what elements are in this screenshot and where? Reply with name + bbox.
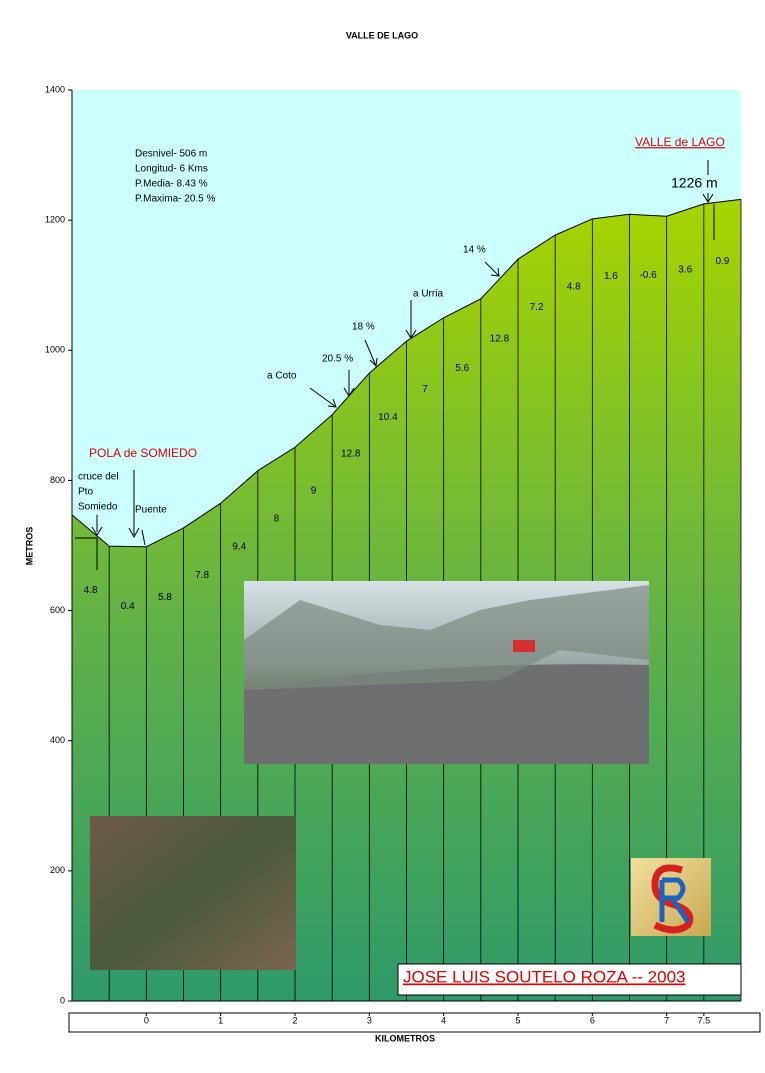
arrow — [128, 470, 146, 546]
annotation: 20.5 % — [322, 354, 353, 365]
x-tick-label: 5 — [515, 1015, 520, 1025]
annotation: Pto — [78, 487, 93, 498]
y-tick-label: 1200 — [45, 215, 65, 225]
gradient-label: 7.2 — [530, 302, 544, 313]
gradient-label: 12.8 — [341, 449, 361, 460]
annotation: 14 % — [463, 245, 486, 256]
annotation: a Urria — [413, 289, 443, 300]
photo-village — [90, 816, 296, 970]
x-tick-label: 1 — [218, 1015, 223, 1025]
x-tick-label: 6 — [590, 1015, 595, 1025]
y-tick-label: 800 — [50, 475, 65, 485]
gradient-label: 10.4 — [378, 412, 398, 423]
annotation: Somiedo — [78, 502, 118, 513]
stat: Desnivel- 506 m — [135, 149, 207, 160]
y-tick-label: 1400 — [45, 84, 65, 94]
y-tick-label: 600 — [50, 605, 65, 615]
author: JOSE LUIS SOUTELO ROZA -- 2003 — [403, 967, 685, 986]
y-tick-label: 400 — [50, 735, 65, 745]
gradient-label: 4.8 — [84, 585, 98, 596]
arrow — [484, 261, 500, 277]
chart-title: VALLE DE LAGO — [346, 30, 418, 40]
gradient-label: 0.4 — [121, 601, 135, 612]
author-box — [397, 963, 742, 996]
x-tick-label: 7.5 — [698, 1015, 711, 1025]
x-tick-label: 3 — [367, 1015, 372, 1025]
gradient-label: -0.6 — [639, 270, 657, 281]
y-tick-label: 0 — [60, 995, 65, 1005]
stat: Longitud- 6 Kms — [135, 164, 208, 175]
gradient-label: 7.8 — [195, 570, 209, 581]
gradient-label: 4.8 — [567, 282, 581, 293]
profile-line — [71, 198, 742, 548]
y-axis-label: METROS — [24, 527, 34, 566]
y-tick-label: 200 — [50, 865, 65, 875]
arrow — [309, 387, 337, 408]
gradient-label: 9 — [311, 486, 317, 497]
gradient-label: 7 — [422, 384, 428, 395]
x-tick-label: 4 — [441, 1015, 446, 1025]
gradient-label: 5.8 — [158, 592, 172, 603]
annotation: a Coto — [267, 371, 297, 382]
annotation: VALLE de LAGO — [635, 135, 725, 149]
arrow — [343, 370, 355, 397]
x-axis-box — [68, 1012, 761, 1033]
gradient-label: 3.6 — [678, 265, 692, 276]
stat: P.Maxima- 20.5 % — [135, 194, 216, 205]
photo-mountains — [244, 585, 649, 690]
gradient-label: 9.4 — [232, 542, 246, 553]
photo-car — [513, 640, 535, 652]
gradient-label: 1.6 — [604, 271, 618, 282]
stat: P.Media- 8.43 % — [135, 179, 208, 190]
x-tick-label: 0 — [144, 1015, 149, 1025]
annotation: 18 % — [352, 322, 375, 333]
annotations: POLA de SOMIEDO cruce del Pto Somiedo Pu… — [75, 135, 725, 570]
gradient-label: 12.8 — [490, 334, 510, 345]
arrow — [702, 160, 715, 240]
gradient-label: 0.9 — [715, 256, 729, 267]
logo-r — [659, 877, 691, 924]
x-axis-label: KILOMETROS — [375, 1033, 435, 1043]
gradient-label: 8 — [274, 514, 280, 525]
gradient-label: 5.6 — [455, 363, 469, 374]
arrow — [75, 515, 103, 570]
annotation: POLA de SOMIEDO — [89, 446, 197, 460]
arrow — [405, 300, 417, 339]
stats: Desnivel- 506 m Longitud- 6 Kms P.Media-… — [135, 149, 216, 205]
x-tick-label: 2 — [292, 1015, 297, 1025]
annotation: 1226 m — [671, 175, 718, 191]
arrow — [364, 339, 378, 368]
photo-road-surface — [244, 664, 649, 764]
x-tick-label: 7 — [664, 1015, 669, 1025]
annotation: Puente — [135, 505, 167, 516]
y-tick-label: 1000 — [45, 345, 65, 355]
annotation: cruce del — [78, 472, 119, 483]
